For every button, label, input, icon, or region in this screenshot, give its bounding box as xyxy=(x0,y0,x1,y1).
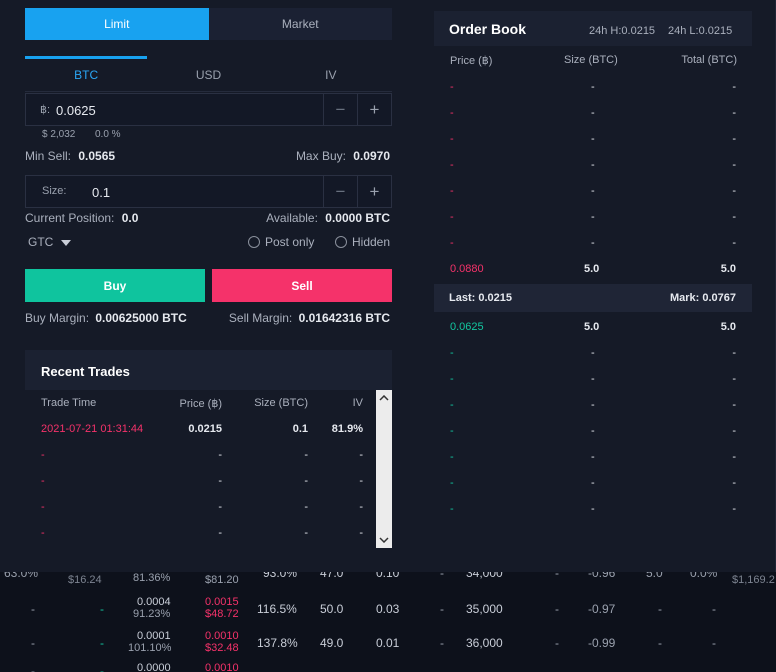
min-sell: Min Sell: 0.0565 xyxy=(25,149,116,163)
24h-low: 24h L:0.0215 xyxy=(668,25,733,37)
price-input[interactable]: 0.0625 xyxy=(56,103,96,118)
order-book-header: Order Book 24h H:0.0215 24h L:0.0215 xyxy=(434,11,752,46)
ask-row[interactable]: - - - xyxy=(450,237,736,249)
bid-row[interactable]: 0.0625 5.0 5.0 xyxy=(450,321,736,333)
price-prefix: ฿: xyxy=(40,104,51,116)
table-row: - - 0.0000 0.0010 xyxy=(31,662,239,672)
recent-trades-panel: Recent Trades Trade Time Price (฿) Size … xyxy=(25,350,392,548)
table-row: - - - - xyxy=(41,475,363,487)
recent-trades-table: Trade Time Price (฿) Size (BTC) IV 2021-… xyxy=(25,390,376,548)
bid-row[interactable]: - - - xyxy=(450,373,736,385)
chevron-down-icon xyxy=(60,240,71,246)
24h-high: 24h H:0.0215 xyxy=(589,25,656,37)
post-only-label: Post only xyxy=(265,235,315,249)
recent-trades-title: Recent Trades xyxy=(41,364,130,379)
bid-row[interactable]: - - - xyxy=(450,477,736,489)
hidden-radio[interactable] xyxy=(335,236,347,248)
recent-trades-scrollbar[interactable] xyxy=(376,390,392,548)
price-usd-value: $ 2,032 xyxy=(42,129,76,140)
table-row: - - 0.0001 101.10% 0.0010 $32.48 137.8% … xyxy=(31,630,716,654)
tab-btc[interactable]: BTC xyxy=(74,67,99,82)
bid-row[interactable]: - - - xyxy=(450,451,736,463)
ask-row[interactable]: - - - xyxy=(450,81,736,93)
order-book-title: Order Book xyxy=(449,21,527,37)
current-position: Current Position: 0.0 xyxy=(25,211,139,225)
active-tab-indicator xyxy=(25,56,147,59)
last-mark-bar: Last: 0.0215 Mark: 0.0767 xyxy=(434,284,752,312)
bid-row[interactable]: - - - xyxy=(450,399,736,411)
size-input[interactable]: 0.1 xyxy=(92,185,111,200)
table-row: - - - - xyxy=(41,449,363,461)
bid-row[interactable]: - - - xyxy=(450,503,736,515)
ask-row[interactable]: 0.0880 5.0 5.0 xyxy=(450,263,736,275)
size-decrement-button[interactable]: − xyxy=(323,176,357,207)
order-book-panel: Order Book 24h H:0.0215 24h L:0.0215 Pri… xyxy=(434,11,752,522)
chevron-down-icon[interactable] xyxy=(376,533,392,547)
mark-price: Mark: 0.0767 xyxy=(669,292,736,304)
price-field: ฿: 0.0625 − + xyxy=(25,93,392,126)
tab-market[interactable]: Market xyxy=(208,8,392,40)
ask-row[interactable]: - - - xyxy=(450,185,736,197)
size-field: Size: 0.1 − + xyxy=(25,175,392,208)
sell-margin: Sell Margin: 0.01642316 BTC xyxy=(228,311,390,325)
ask-row[interactable]: - - - xyxy=(450,159,736,171)
table-row: - - - - xyxy=(41,501,363,513)
chevron-up-icon[interactable] xyxy=(376,391,392,405)
background-options-table: 63.0% $16.24 81.36% $81.20 93.0% 47.0 0.… xyxy=(0,560,776,672)
ask-row[interactable]: - - - xyxy=(450,211,736,223)
size-label: Size: xyxy=(42,185,67,197)
table-header: Price (฿) Size (BTC) Total (BTC) xyxy=(450,54,737,67)
bid-row[interactable]: - - - xyxy=(450,347,736,359)
tab-iv[interactable]: IV xyxy=(325,67,337,82)
price-increment-button[interactable]: + xyxy=(357,94,391,125)
price-percent: 0.0 % xyxy=(95,129,121,140)
post-only-radio[interactable] xyxy=(248,236,260,248)
table-row: - - - - xyxy=(41,527,363,539)
buy-button[interactable]: Buy xyxy=(25,269,205,302)
currency-tabs: BTC USD IV xyxy=(25,56,392,92)
bid-row[interactable]: - - - xyxy=(450,425,736,437)
scrollbar-thumb[interactable] xyxy=(378,406,390,531)
ask-row[interactable]: - - - xyxy=(450,133,736,145)
table-row: - - 0.0004 91.23% 0.0015 $48.72 116.5% 5… xyxy=(31,596,716,620)
table-row: 2021-07-21 01:31:44 0.0215 0.1 81.9% xyxy=(41,423,363,435)
max-buy: Max Buy: 0.0970 xyxy=(295,149,390,163)
size-increment-button[interactable]: + xyxy=(357,176,391,207)
order-type-tabs: Limit Market xyxy=(25,8,392,40)
tab-usd[interactable]: USD xyxy=(195,67,222,82)
hidden-label: Hidden xyxy=(352,235,391,249)
time-in-force-select[interactable]: GTC xyxy=(28,235,71,249)
last-price: Last: 0.0215 xyxy=(449,292,512,304)
ask-row[interactable]: - - - xyxy=(450,107,736,119)
sell-button[interactable]: Sell xyxy=(212,269,392,302)
table-header: Trade Time Price (฿) Size (BTC) IV xyxy=(41,397,363,410)
price-decrement-button[interactable]: − xyxy=(323,94,357,125)
trade-panel: Limit Market BTC USD IV ฿: 0.0625 − + $ … xyxy=(0,0,776,572)
available-balance: Available: 0.0000 BTC xyxy=(266,211,390,225)
tab-limit[interactable]: Limit xyxy=(25,8,209,40)
buy-margin: Buy Margin: 0.00625000 BTC xyxy=(25,311,187,325)
